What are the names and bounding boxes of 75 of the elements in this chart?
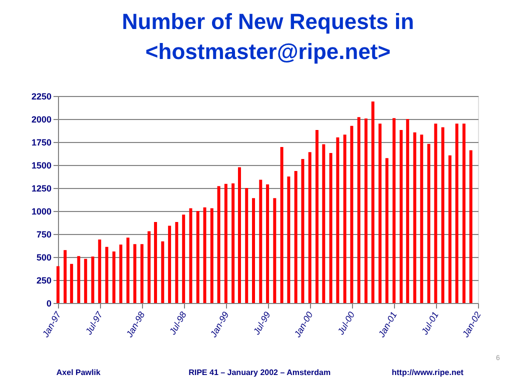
bar (462, 124, 466, 303)
y-tick-label: 1750 (31, 138, 52, 148)
bar (56, 266, 60, 303)
bar (154, 222, 158, 303)
y-tick-label: 1500 (31, 160, 52, 170)
bar (434, 124, 438, 303)
bar (455, 124, 458, 303)
bar (217, 186, 220, 303)
bar (301, 159, 304, 303)
bar (322, 144, 326, 303)
bar (238, 167, 241, 303)
bar (469, 150, 472, 303)
bar (280, 147, 284, 303)
bar (196, 211, 200, 303)
y-tick-label: 500 (36, 252, 52, 262)
bar (448, 155, 452, 303)
bar (84, 258, 88, 303)
y-tick-label: 1250 (31, 184, 52, 194)
bar (287, 176, 290, 303)
bar (64, 250, 67, 303)
bar (413, 132, 416, 303)
bar (245, 188, 248, 303)
bar (392, 118, 396, 303)
bar (420, 134, 424, 303)
bar (133, 244, 136, 303)
y-tick-label: 0 (46, 298, 52, 308)
bar (266, 184, 270, 303)
bar (427, 144, 430, 303)
bar (105, 246, 108, 303)
y-tick-label: 750 (36, 230, 52, 240)
bar (119, 244, 122, 303)
bar (273, 198, 276, 303)
y-tick-label: 2250 (31, 92, 52, 102)
bar (364, 118, 368, 303)
text: http://www.ripe.net (392, 368, 464, 377)
bar (252, 198, 256, 303)
text: Number of New Requests in (122, 9, 414, 34)
bar (259, 180, 262, 303)
bar (232, 183, 235, 303)
bar (126, 238, 130, 303)
bar (378, 124, 382, 303)
bar (294, 170, 298, 303)
y-tick-label: 250 (36, 276, 52, 286)
bar (161, 241, 164, 303)
bar (203, 207, 206, 303)
bar (168, 226, 172, 303)
bar (343, 134, 346, 303)
text: RIPE 41 – January 2002 – Amsterdam (188, 368, 331, 377)
bar (182, 214, 186, 303)
y-tick-label: 2000 (31, 114, 52, 124)
text: <hostmaster@ripe.net> (145, 39, 391, 64)
y-tick-label: 1000 (31, 206, 52, 216)
bar (98, 240, 102, 303)
bar (140, 244, 144, 303)
bar (350, 126, 354, 303)
text: Axel Pawlik (56, 368, 101, 377)
bar (77, 256, 80, 303)
bar (371, 102, 374, 303)
bar (175, 222, 178, 303)
bar (308, 152, 312, 303)
bar (406, 119, 410, 303)
bar (112, 251, 116, 303)
bar (91, 256, 94, 303)
bar (400, 130, 403, 303)
bar (441, 127, 444, 303)
bar (315, 130, 318, 303)
bar (210, 208, 214, 303)
bar (385, 158, 388, 303)
bar (189, 208, 192, 303)
bar (224, 184, 228, 303)
bar (70, 264, 74, 303)
bar (148, 231, 151, 303)
bar (357, 117, 360, 303)
bar (336, 137, 340, 303)
bar (329, 153, 332, 303)
